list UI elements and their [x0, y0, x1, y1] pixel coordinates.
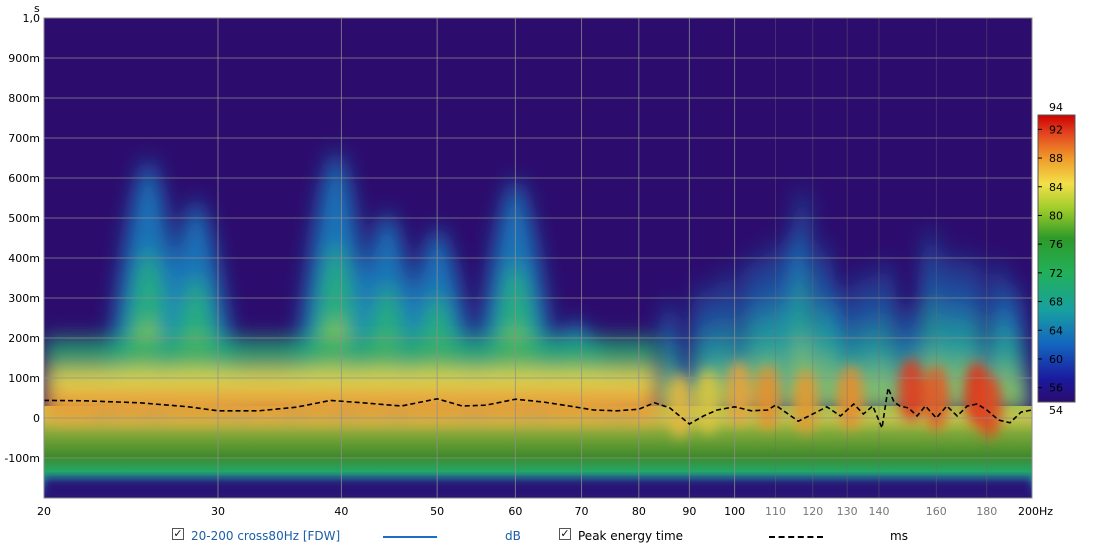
spectrogram-chart: s 1,0 900m 800m 700m 600m 500m 400m 300m 200m 100…: [4, 2, 1076, 518]
colorbar-tick-label: 76: [1049, 238, 1063, 251]
colorbar-tick-label: 64: [1049, 324, 1063, 337]
x-tick-label: 140: [868, 505, 889, 518]
plot-area: [44, 18, 1032, 498]
ridge-inner: [875, 356, 895, 410]
hotspot: [898, 358, 925, 422]
colorbar-tick-label: 84: [1049, 181, 1063, 194]
legend-unit-peak-energy: ms: [890, 529, 908, 543]
y-tick-label: 1,0: [23, 12, 41, 25]
colorbar-tick-label: 72: [1049, 267, 1063, 280]
y-tick-label: 300m: [8, 292, 40, 305]
x-tick-label: 20: [37, 505, 51, 518]
y-tick-label: 800m: [8, 92, 40, 105]
hotspot: [666, 374, 693, 438]
heat-body: [44, 338, 660, 422]
y-axis-unit: s: [34, 2, 40, 15]
x-tick-label: 50: [430, 505, 444, 518]
x-tick-label: 120: [802, 505, 823, 518]
y-tick-label: 200m: [8, 332, 40, 345]
x-tick-label: 40: [334, 505, 348, 518]
colorbar-gradient: [1037, 114, 1076, 403]
colorbar-tick-label: 80: [1049, 209, 1063, 222]
hotspot: [976, 374, 1003, 438]
heat-body-orange: [44, 390, 660, 422]
y-axis: 1,0 900m 800m 700m 600m 500m 400m 300m 200m 100m 0…: [4, 12, 40, 465]
x-tick-label: 130: [837, 505, 858, 518]
colorbar-tick-label: 88: [1049, 152, 1063, 165]
x-tick-label: 200Hz: [1018, 505, 1053, 518]
legend-label-spectrogram: 20-200 cross80Hz [FDW]: [191, 529, 341, 543]
legend-label-peak-energy: Peak energy time: [578, 529, 684, 543]
legend-checkbox-spectrogram[interactable]: ✓: [172, 527, 184, 540]
colorbar-tick-label: 68: [1049, 296, 1063, 309]
heat-bottom: [44, 478, 1032, 498]
x-axis: 20 30 40 50 60 70 80 90 100 110 120 130 140 160 180 200…: [37, 505, 1053, 518]
colorbar-tick-label: 92: [1049, 123, 1063, 136]
y-tick-label: 0: [33, 412, 40, 425]
hotspot: [754, 366, 781, 430]
grid-lines: [44, 18, 1032, 498]
colorbar-max-label: 94: [1049, 101, 1063, 114]
y-tick-label: 900m: [8, 52, 40, 65]
hotspot: [837, 366, 864, 430]
legend-unit-spectrogram: dB: [505, 529, 521, 543]
colorbar: 94 54 92 88 84 80 76 72 68 64 60 56: [1037, 101, 1076, 417]
x-tick-label: 180: [976, 505, 997, 518]
x-tick-label: 60: [508, 505, 522, 518]
hotspot: [725, 362, 752, 426]
heat-bottom-band: [44, 478, 1032, 498]
y-tick-label: 100m: [8, 372, 40, 385]
legend-swatch-peak-energy: [769, 536, 823, 538]
x-tick-label: 160: [926, 505, 947, 518]
y-tick-label: -100m: [4, 452, 40, 465]
colorbar-tick-label: 56: [1049, 382, 1063, 395]
x-tick-label: 110: [765, 505, 786, 518]
legend-checkbox-peak-energy[interactable]: ✓: [559, 527, 571, 540]
y-tick-label: 700m: [8, 132, 40, 145]
y-tick-label: 500m: [8, 212, 40, 225]
colorbar-min-label: 54: [1049, 404, 1063, 417]
x-tick-label: 30: [211, 505, 225, 518]
legend-swatch-spectrogram: [383, 536, 437, 538]
peak-energy-line: [44, 385, 1032, 431]
colorbar-ticks: 92 88 84 80 76 72 68 64 60 56: [1038, 123, 1063, 395]
x-tick-label: 80: [632, 505, 646, 518]
hotspot: [792, 370, 819, 434]
x-tick-label: 100: [724, 505, 745, 518]
y-tick-label: 600m: [8, 172, 40, 185]
plot-frame: [43, 17, 1033, 499]
x-tick-label: 90: [682, 505, 696, 518]
y-tick-label: 400m: [8, 252, 40, 265]
legend: ✓ 20-200 cross80Hz [FDW] dB ✓ Peak energ…: [0, 527, 1108, 547]
x-tick-label: 70: [575, 505, 589, 518]
ridge-inner: [1004, 363, 1025, 410]
colorbar-tick-label: 60: [1049, 353, 1063, 366]
hotspot: [695, 370, 722, 434]
